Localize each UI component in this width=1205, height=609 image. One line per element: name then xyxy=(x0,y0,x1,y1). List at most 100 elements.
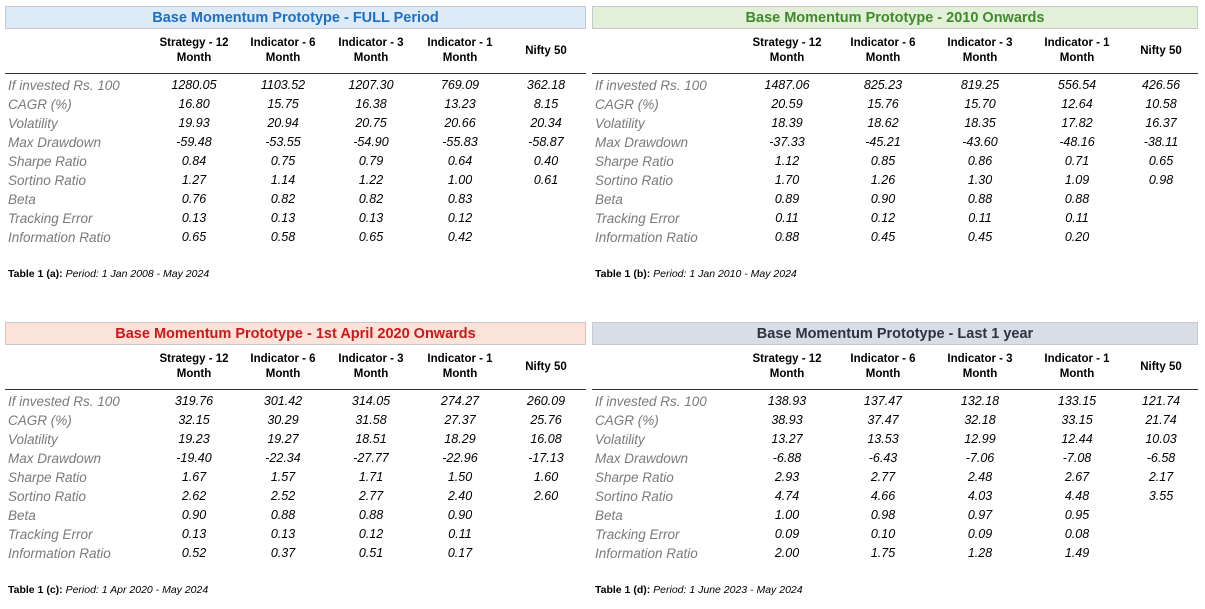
table-cell: 4.66 xyxy=(870,489,896,503)
column-header: Indicator - 1 Month xyxy=(1044,353,1110,380)
table-row: Beta 0.89 0.90 0.88 0.88 xyxy=(592,190,1198,209)
table-cell: 2.52 xyxy=(270,489,296,503)
column-header: Indicator - 3 Month xyxy=(947,37,1013,64)
table-row: Volatility 13.27 13.53 12.99 12.44 10.03 xyxy=(592,430,1198,449)
column-header-row: Strategy - 12 Month Indicator - 6 Month … xyxy=(592,29,1198,74)
table-cell xyxy=(505,228,587,247)
table-cell: 0.58 xyxy=(270,230,296,244)
table-cell: 0.65 xyxy=(181,230,207,244)
metric-label: Max Drawdown xyxy=(8,135,102,150)
caption-period: Period: 1 Apr 2020 - May 2024 xyxy=(65,584,209,596)
metric-label: Sortino Ratio xyxy=(595,489,674,504)
metric-label: Beta xyxy=(8,192,36,207)
table-cell xyxy=(505,190,587,209)
table-cell: 16.37 xyxy=(1145,116,1177,130)
table-cell xyxy=(505,544,587,563)
table-row: Max Drawdown -59.48 -53.55 -54.90 -55.83 -58.… xyxy=(5,133,586,152)
table-cell: 1.28 xyxy=(967,546,993,560)
table-cell: 12.64 xyxy=(1061,97,1093,111)
table-cell: 38.93 xyxy=(771,413,803,427)
table-cell: 1.27 xyxy=(181,173,207,187)
table-cell: -27.77 xyxy=(353,451,389,465)
table-cell: 15.75 xyxy=(267,97,299,111)
table-row: Volatility 18.39 18.62 18.35 17.82 16.37 xyxy=(592,114,1198,133)
metric-label: Volatility xyxy=(595,116,645,131)
table-cell: -7.06 xyxy=(965,451,995,465)
table-row: Tracking Error 0.09 0.10 0.09 0.08 xyxy=(592,525,1198,544)
table-cell: 20.94 xyxy=(267,116,299,130)
metric-label: Sharpe Ratio xyxy=(595,154,674,169)
table-cell: 0.88 xyxy=(1064,192,1090,206)
table-cell: 133.15 xyxy=(1057,394,1097,408)
table-cell: 0.90 xyxy=(447,508,473,522)
table-cell: 32.18 xyxy=(964,413,996,427)
table-cell: 0.88 xyxy=(967,192,993,206)
table-cell: 0.98 xyxy=(870,508,896,522)
table-row: Beta 0.76 0.82 0.82 0.83 xyxy=(5,190,586,209)
table-cell: 20.75 xyxy=(355,116,387,130)
table-row: Sharpe Ratio 0.84 0.75 0.79 0.64 0.40 xyxy=(5,152,586,171)
table-cell: 15.70 xyxy=(964,97,996,111)
table-cell: 33.15 xyxy=(1061,413,1093,427)
column-header: Nifty 50 xyxy=(525,360,567,373)
metric-label: Information Ratio xyxy=(595,230,698,245)
table-cell: 13.23 xyxy=(444,97,476,111)
table-cell: 4.03 xyxy=(967,489,993,503)
table-row: CAGR (%) 20.59 15.76 15.70 12.64 10.58 xyxy=(592,95,1198,114)
caption-period: Period: 1 Jan 2010 - May 2024 xyxy=(653,268,797,280)
panel-title: Base Momentum Prototype - Last 1 year xyxy=(592,322,1198,345)
table-cell: -37.33 xyxy=(769,135,805,149)
table-cell: 2.40 xyxy=(447,489,473,503)
metric-label: Max Drawdown xyxy=(595,135,689,150)
table-cell: 260.09 xyxy=(526,394,566,408)
table-cell: -53.55 xyxy=(265,135,301,149)
table-row: Information Ratio 2.00 1.75 1.28 1.49 xyxy=(592,544,1198,563)
table-cell: 0.61 xyxy=(533,173,559,187)
table-cell: 2.67 xyxy=(1064,470,1090,484)
table-cell: 121.74 xyxy=(1141,394,1181,408)
table-cell: -19.40 xyxy=(176,451,212,465)
table-cell: 319.76 xyxy=(174,394,214,408)
table-cell: 0.83 xyxy=(447,192,473,206)
table-cell: -22.34 xyxy=(265,451,301,465)
metric-label: If invested Rs. 100 xyxy=(8,78,120,93)
table-cell: 19.23 xyxy=(178,432,210,446)
table-row: If invested Rs. 100 1487.06 825.23 819.25 55… xyxy=(592,76,1198,95)
table-cell: -6.88 xyxy=(772,451,802,465)
metric-label: CAGR (%) xyxy=(8,413,72,428)
table-cell: 0.82 xyxy=(358,192,384,206)
table-cell: 1.71 xyxy=(358,470,384,484)
table-cell: 1207.30 xyxy=(348,78,394,92)
table-cell: 13.27 xyxy=(771,432,803,446)
table-cell: 0.65 xyxy=(358,230,384,244)
metric-label: Sharpe Ratio xyxy=(8,470,87,485)
caption-period: Period: 1 June 2023 - May 2024 xyxy=(653,584,803,596)
caption-label: Table 1 (d): xyxy=(595,584,651,596)
table-body: If invested Rs. 100 1280.05 1103.52 1207.30… xyxy=(5,74,586,247)
metric-label: Beta xyxy=(595,508,623,523)
column-header: Indicator - 1 Month xyxy=(427,353,493,380)
table-cell: 426.56 xyxy=(1141,78,1181,92)
table-cell: 2.17 xyxy=(1148,470,1174,484)
table-cell: 18.62 xyxy=(867,116,899,130)
metric-label: If invested Rs. 100 xyxy=(595,394,707,409)
table-cell: 769.09 xyxy=(440,78,480,92)
table-caption: Table 1 (a): Period: 1 Jan 2008 - May 20… xyxy=(8,268,209,280)
metric-label: Information Ratio xyxy=(8,230,111,245)
column-header: Indicator - 6 Month xyxy=(250,37,316,64)
table-cell: 0.40 xyxy=(533,154,559,168)
table-cell: 32.15 xyxy=(178,413,210,427)
table-cell: 0.10 xyxy=(870,527,896,541)
table-cell: 301.42 xyxy=(263,394,303,408)
table-cell: 12.44 xyxy=(1061,432,1093,446)
table-cell: 825.23 xyxy=(863,78,903,92)
table-cell: 1.00 xyxy=(774,508,800,522)
table-cell: 2.77 xyxy=(870,470,896,484)
table-cell: 16.08 xyxy=(530,432,562,446)
table-cell: 2.93 xyxy=(774,470,800,484)
table-cell: 18.51 xyxy=(355,432,387,446)
table-cell: 1.30 xyxy=(967,173,993,187)
table-panel-last-1-year: Base Momentum Prototype - Last 1 year St… xyxy=(592,322,1198,596)
column-header: Strategy - 12 Month xyxy=(752,353,822,380)
table-cell: 0.90 xyxy=(870,192,896,206)
